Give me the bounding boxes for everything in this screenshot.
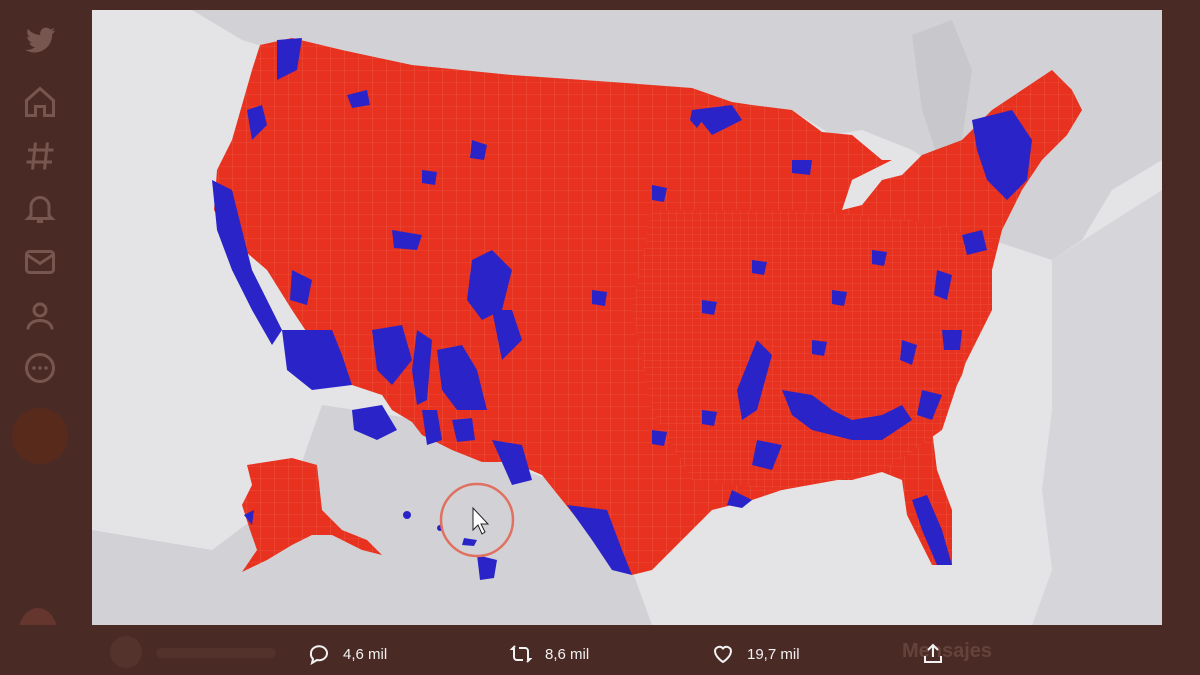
bell-icon[interactable]: [22, 190, 58, 226]
ghost-avatar: [110, 636, 142, 668]
retweet-button[interactable]: 8,6 mil: [509, 640, 589, 668]
like-count: 19,7 mil: [747, 645, 800, 663]
county-election-map: [92, 10, 1162, 625]
mouse-cursor-icon: [472, 506, 490, 535]
profile-icon[interactable]: [22, 298, 58, 334]
heart-icon: [713, 645, 733, 664]
embedded-video[interactable]: [92, 10, 1162, 625]
sidebar: [0, 0, 92, 675]
compose-icon[interactable]: [12, 408, 68, 464]
alaska-counties: [242, 458, 382, 572]
ghost-text-line: [156, 648, 276, 658]
east-canada-land: [1032, 190, 1162, 625]
retweet-icon: [509, 645, 533, 663]
hawaii: [403, 511, 497, 580]
twitter-icon[interactable]: [22, 22, 58, 58]
reply-count: 4,6 mil: [343, 645, 388, 663]
reply-button[interactable]: 4,6 mil: [307, 640, 387, 668]
mexico-land: [92, 405, 652, 625]
mail-icon[interactable]: [22, 244, 58, 280]
retweet-count: 8,6 mil: [545, 645, 590, 663]
home-icon[interactable]: [22, 84, 58, 120]
share-button[interactable]: [921, 640, 957, 668]
share-icon: [924, 643, 942, 663]
reply-icon: [309, 645, 328, 666]
right-panel: [1162, 0, 1200, 675]
like-button[interactable]: 19,7 mil: [711, 640, 800, 668]
democratic-counties: [212, 38, 1032, 575]
lake-region: [912, 20, 972, 155]
hashtag-icon[interactable]: [22, 138, 58, 174]
more-icon[interactable]: [22, 350, 58, 386]
canada-land: [92, 10, 1162, 260]
cursor-ring: [439, 482, 515, 558]
